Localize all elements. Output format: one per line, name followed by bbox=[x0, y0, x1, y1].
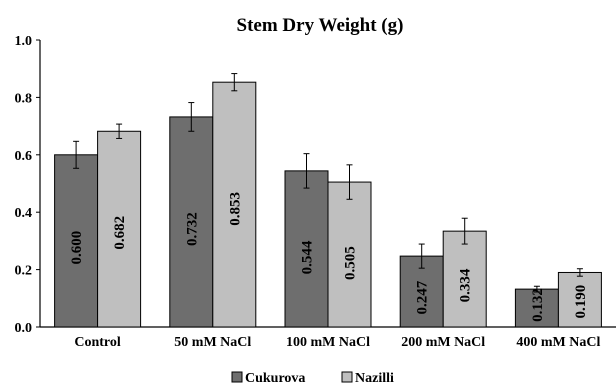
bar-cukurova-400-mm-nacl bbox=[514, 288, 559, 328]
legend-swatch bbox=[341, 371, 353, 383]
data-label: 0.505 bbox=[343, 246, 359, 280]
x-tick-label: 400 mM NaCl bbox=[516, 335, 600, 350]
error-bar bbox=[576, 268, 583, 277]
y-tick-label: 1.0 bbox=[15, 34, 33, 49]
error-bar bbox=[231, 73, 238, 92]
data-label: 0.247 bbox=[415, 280, 431, 314]
y-tick-label: 0.0 bbox=[15, 321, 33, 336]
bars bbox=[54, 81, 602, 328]
legend-label: Nazilli bbox=[355, 371, 394, 386]
error-bar bbox=[533, 285, 540, 293]
legend: Cukurova Nazilli bbox=[231, 371, 394, 386]
data-label: 0.853 bbox=[227, 192, 243, 226]
x-tick-label: 50 mM NaCl bbox=[174, 335, 251, 350]
error-bar bbox=[73, 140, 80, 169]
error-bar bbox=[461, 217, 468, 245]
x-tick-label: Control bbox=[74, 335, 121, 350]
y-ticks: 0.0 0.2 0.4 0.6 0.8 1.0 bbox=[15, 34, 40, 336]
data-label: 0.334 bbox=[458, 268, 474, 302]
error-bars bbox=[73, 73, 583, 293]
bar-nazilli-400-mm-nacl bbox=[557, 271, 602, 328]
chart-title: Stem Dry Weight (g) bbox=[237, 15, 404, 36]
y-tick-label: 0.4 bbox=[15, 206, 33, 221]
error-bar bbox=[418, 243, 425, 269]
data-label: 0.732 bbox=[184, 212, 200, 246]
error-bar bbox=[116, 123, 123, 139]
y-tick-label: 0.6 bbox=[15, 149, 33, 164]
x-ticks: Control 50 mM NaCl 100 mM NaCl 200 mM NaCl 4… bbox=[74, 335, 600, 350]
y-tick-label: 0.8 bbox=[15, 91, 33, 106]
x-tick-label: 200 mM NaCl bbox=[401, 335, 485, 350]
y-tick-label: 0.2 bbox=[15, 264, 33, 279]
error-bar bbox=[188, 102, 195, 132]
x-tick-label: 100 mM NaCl bbox=[286, 335, 370, 350]
data-labels: 0.600 0.682 0.732 0.853 0.544 0.505 0.247 0.334… bbox=[69, 192, 589, 322]
error-bar bbox=[303, 153, 310, 189]
data-label: 0.600 bbox=[69, 231, 85, 265]
bar-nazilli-50-mm-nacl bbox=[212, 81, 257, 328]
data-label: 0.132 bbox=[530, 288, 546, 322]
legend-label: Cukurova bbox=[245, 371, 305, 386]
legend-item-nazilli: Nazilli bbox=[341, 371, 394, 386]
data-label: 0.544 bbox=[300, 240, 316, 274]
bar-nazilli-control bbox=[97, 130, 142, 328]
legend-swatch bbox=[231, 371, 243, 383]
data-label: 0.682 bbox=[112, 216, 128, 250]
bar-nazilli-200-mm-nacl bbox=[442, 230, 487, 328]
plot-area: 0.00.20.40.60.81.0 0.600 0.682 0.7320.8530… bbox=[15, 34, 616, 350]
legend-item-cukurova: Cukurova bbox=[231, 371, 305, 386]
bar-cukurova-control bbox=[54, 154, 99, 328]
error-bar bbox=[346, 164, 353, 200]
data-label: 0.190 bbox=[573, 285, 589, 319]
